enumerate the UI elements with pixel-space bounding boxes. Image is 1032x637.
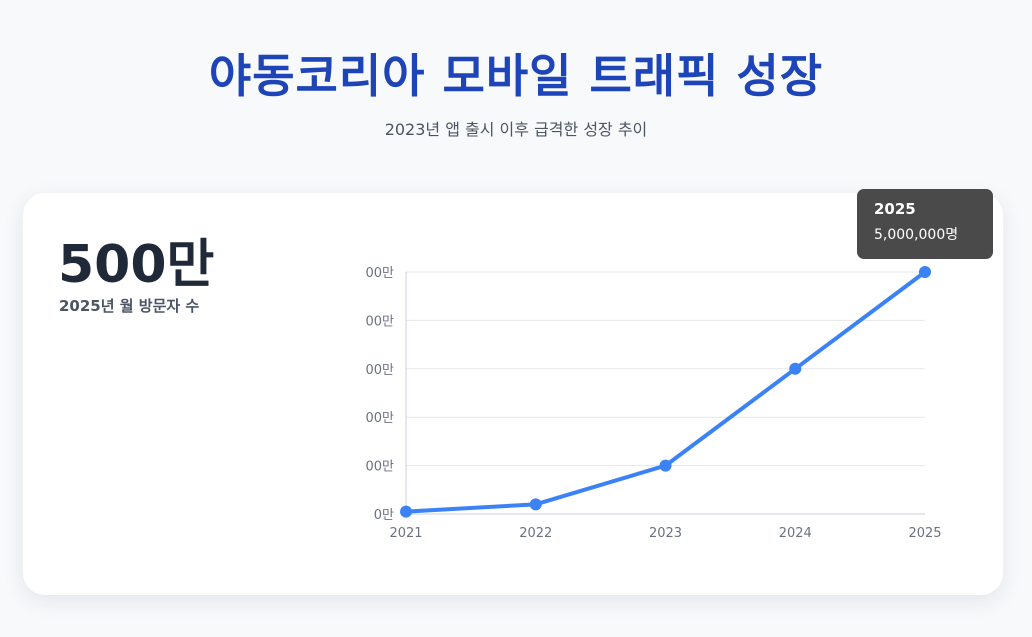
y-tick-label: 00만 (365, 314, 394, 329)
data-point[interactable] (789, 362, 802, 375)
data-point[interactable] (659, 459, 672, 472)
y-tick-label: 00만 (365, 460, 394, 475)
y-tick-label: 00만 (365, 363, 394, 378)
y-tick-label: 00만 (365, 411, 394, 426)
stat-value: 500만 (58, 235, 215, 295)
x-tick-labels: 2021 2022 2023 2024 2025 (389, 526, 941, 541)
chart-card (23, 193, 1003, 595)
gridlines (406, 271, 925, 467)
x-tick-label: 2023 (649, 526, 682, 541)
tooltip-title: 2025 (874, 200, 916, 218)
x-tick-label: 2024 (779, 526, 812, 541)
data-points[interactable] (400, 266, 931, 518)
y-tick-label: 0만 (374, 508, 394, 523)
data-tooltip: 2025 5,000,000명 (857, 189, 993, 259)
data-point[interactable] (919, 266, 931, 278)
x-tick-label: 2021 (389, 526, 422, 541)
series-line (404, 270, 927, 514)
series (404, 270, 927, 514)
stat-label: 2025년 월 방문자 수 (59, 297, 200, 315)
data-point[interactable] (529, 498, 542, 511)
page-subtitle: 2023년 앱 출시 이후 급격한 성장 추이 (384, 120, 648, 139)
x-tick-label: 2025 (908, 526, 941, 541)
y-tick-labels: 0만 00만 00만 00만 00만 00만 (365, 266, 394, 523)
tooltip-value: 5,000,000명 (874, 227, 959, 243)
data-point[interactable] (400, 505, 412, 518)
axes (405, 272, 925, 515)
y-tick-label: 00만 (365, 266, 394, 281)
x-tick-label: 2022 (519, 526, 552, 541)
page-title: 야동코리아 모바일 트래픽 성장 (208, 49, 824, 103)
